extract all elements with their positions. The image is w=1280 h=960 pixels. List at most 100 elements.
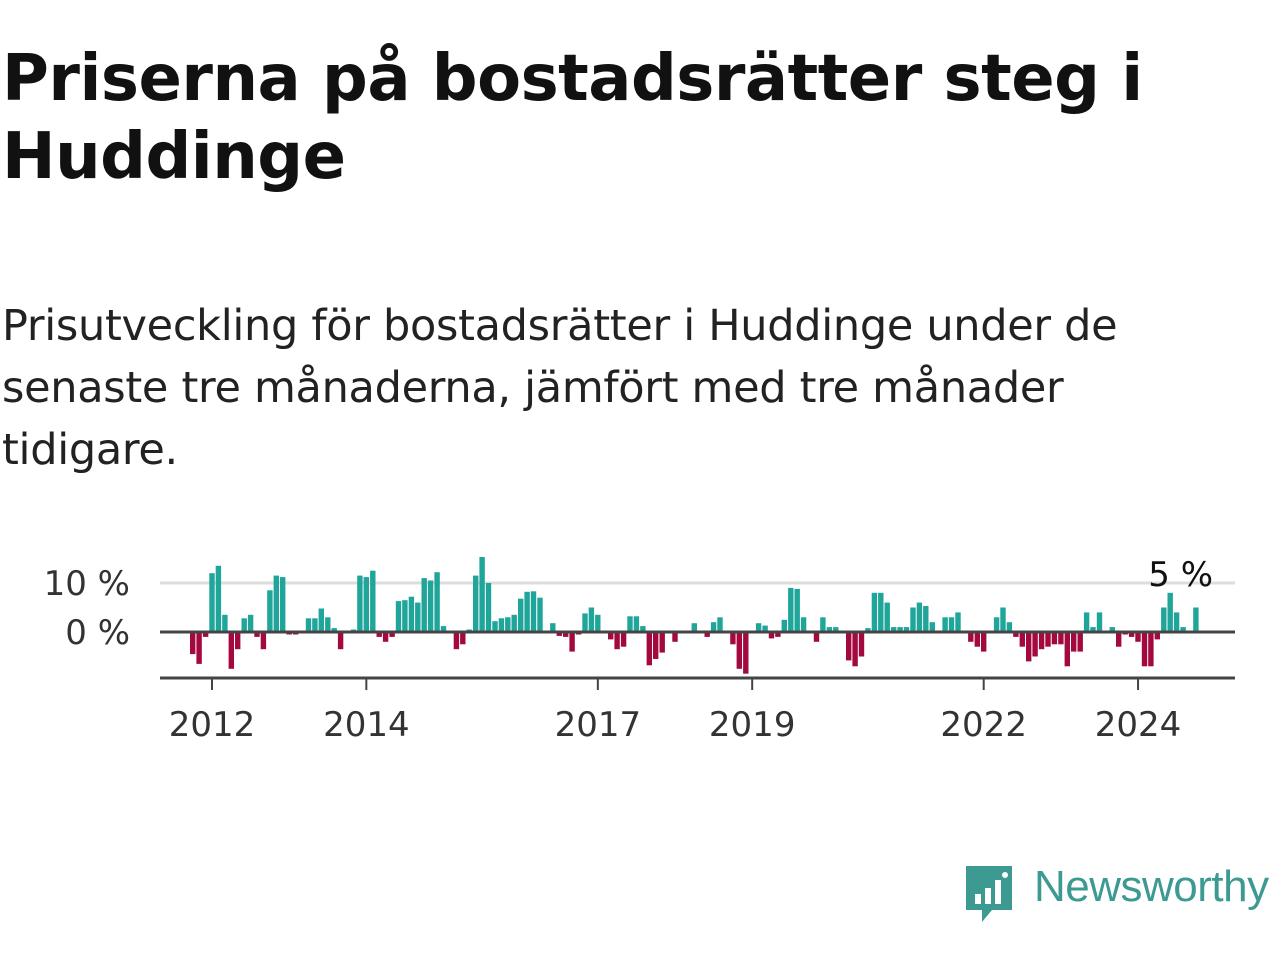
- bar: [646, 632, 652, 666]
- bar: [1161, 607, 1167, 632]
- bar: [1167, 592, 1173, 632]
- bar: [620, 632, 627, 647]
- bar: [762, 625, 768, 632]
- bar: [370, 570, 376, 632]
- bar: [588, 607, 595, 632]
- bar: [550, 623, 556, 632]
- bar-chart: 0 % 10 % 2012 2014 2017 2019 2022 2024 5 %: [44, 555, 1235, 745]
- chart-title: Priserna på bostadsrätter steg i Hudding…: [2, 42, 1143, 194]
- bar: [485, 583, 492, 632]
- bar: [267, 590, 273, 632]
- bar: [434, 572, 440, 632]
- bar: [993, 617, 1000, 632]
- bar: [273, 575, 279, 632]
- x-tick-label: 2024: [1095, 705, 1182, 745]
- bar: [280, 577, 286, 632]
- x-tick-label: 2014: [323, 705, 410, 745]
- bar: [1090, 627, 1096, 632]
- x-tick-label: 2022: [940, 705, 1027, 745]
- bar: [376, 632, 382, 637]
- bar: [755, 623, 762, 632]
- bar: [1148, 632, 1154, 667]
- bar: [608, 632, 614, 640]
- bar: [955, 612, 961, 632]
- bar: [569, 632, 575, 652]
- bar: [222, 614, 228, 632]
- bar: [595, 614, 601, 632]
- bar: [1096, 612, 1103, 632]
- bar: [209, 573, 215, 632]
- bar: [923, 606, 929, 632]
- bar: [479, 557, 485, 632]
- bar: [415, 602, 421, 632]
- bar: [846, 632, 852, 661]
- bar: [492, 621, 498, 632]
- bar: [196, 632, 202, 664]
- bar: [453, 632, 460, 650]
- bar: [1032, 632, 1038, 657]
- bar: [1077, 632, 1083, 652]
- bar: [736, 632, 742, 669]
- bar: [627, 616, 633, 632]
- bar: [325, 617, 331, 632]
- bar: [395, 601, 402, 632]
- bar: [775, 632, 781, 637]
- bar: [640, 626, 646, 632]
- bar: [402, 600, 408, 633]
- bar: [421, 578, 427, 632]
- bar: [563, 632, 569, 637]
- bar: [202, 632, 209, 637]
- bar: [704, 632, 710, 637]
- bar: [312, 618, 318, 632]
- bar: [781, 619, 787, 633]
- bar: [524, 591, 530, 632]
- bar: [1051, 632, 1058, 645]
- bar: [903, 627, 910, 632]
- bar: [440, 626, 447, 632]
- bar: [813, 632, 820, 642]
- bar: [1180, 627, 1186, 632]
- bar: [556, 632, 562, 636]
- bar: [1173, 612, 1180, 632]
- bar: [1064, 632, 1070, 667]
- bar: [408, 596, 415, 632]
- bar: [659, 632, 665, 653]
- bar: [318, 608, 324, 632]
- bar: [614, 632, 620, 650]
- bar: [981, 632, 987, 652]
- bar: [363, 577, 369, 632]
- bar: [247, 614, 254, 632]
- bar: [1071, 632, 1077, 652]
- bar: [235, 632, 241, 650]
- bar: [1135, 632, 1141, 642]
- bar: [884, 602, 890, 632]
- bar: [1128, 632, 1135, 637]
- bar: [826, 627, 833, 632]
- bar: [871, 592, 878, 632]
- y-tick-label: 10 %: [44, 564, 130, 604]
- x-tick-label: 2019: [709, 705, 796, 745]
- bar: [633, 616, 640, 632]
- bar: [974, 632, 980, 647]
- bar: [916, 602, 923, 632]
- bar: [691, 623, 697, 632]
- newsworthy-logo-icon: [966, 866, 1012, 922]
- bar: [518, 598, 524, 632]
- bar: [1154, 632, 1160, 640]
- bar: [852, 632, 858, 667]
- bar: [473, 575, 479, 632]
- bar: [833, 627, 839, 632]
- bar: [1193, 607, 1199, 632]
- bar: [717, 617, 723, 632]
- bar: [357, 575, 363, 632]
- bar: [743, 632, 749, 674]
- bar: [1000, 607, 1006, 632]
- bar: [305, 618, 312, 632]
- bar: [1083, 612, 1090, 632]
- bar: [331, 628, 337, 632]
- bar: [190, 632, 196, 655]
- y-tick-label: 0 %: [65, 613, 130, 653]
- bar: [653, 632, 659, 659]
- bar: [537, 597, 543, 632]
- bar: [1026, 632, 1032, 662]
